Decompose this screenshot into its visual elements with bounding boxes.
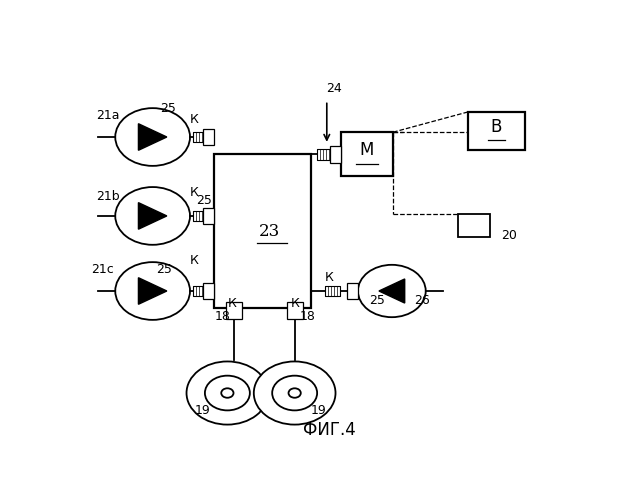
Circle shape — [115, 187, 190, 245]
Circle shape — [186, 362, 268, 424]
Circle shape — [115, 262, 190, 320]
Text: 19: 19 — [311, 404, 327, 417]
Bar — [458, 214, 490, 237]
Bar — [193, 286, 208, 296]
Text: 24: 24 — [327, 82, 342, 96]
Circle shape — [272, 376, 317, 410]
Text: 20: 20 — [501, 228, 517, 241]
Text: К: К — [228, 297, 237, 310]
Text: 26: 26 — [414, 294, 430, 307]
Text: 21a: 21a — [96, 110, 120, 122]
Bar — [203, 208, 213, 224]
Text: 19: 19 — [195, 404, 210, 417]
Circle shape — [358, 265, 426, 317]
Text: К: К — [190, 254, 199, 266]
Bar — [193, 132, 208, 142]
Text: 25: 25 — [159, 102, 176, 114]
Bar — [213, 154, 311, 308]
Bar — [203, 282, 213, 300]
Polygon shape — [138, 124, 167, 150]
Bar — [287, 302, 303, 318]
Polygon shape — [138, 202, 167, 229]
Text: 21c: 21c — [91, 264, 114, 276]
Polygon shape — [138, 278, 167, 304]
Bar — [468, 112, 525, 150]
Bar — [203, 128, 213, 146]
Polygon shape — [379, 279, 404, 303]
Text: ФИГ.4: ФИГ.4 — [303, 422, 356, 440]
Text: B: B — [491, 118, 502, 136]
Text: 21b: 21b — [96, 190, 120, 203]
Circle shape — [254, 362, 336, 424]
Bar — [325, 286, 340, 296]
Bar — [341, 132, 393, 176]
Text: К: К — [190, 186, 199, 200]
Bar — [347, 282, 358, 300]
Bar — [317, 149, 332, 160]
Circle shape — [115, 108, 190, 166]
Text: 18: 18 — [299, 310, 315, 322]
Text: К: К — [291, 297, 300, 310]
Bar — [226, 302, 242, 318]
Text: К: К — [190, 113, 199, 126]
Text: К: К — [325, 271, 334, 284]
Text: 23: 23 — [259, 223, 280, 240]
Bar — [193, 210, 208, 222]
Bar — [330, 146, 341, 162]
Circle shape — [289, 388, 301, 398]
Text: 25: 25 — [196, 194, 212, 207]
Text: 18: 18 — [215, 310, 230, 322]
Text: 25: 25 — [369, 294, 385, 307]
Circle shape — [221, 388, 233, 398]
Circle shape — [205, 376, 250, 410]
Text: M: M — [359, 142, 374, 160]
Text: 25: 25 — [156, 264, 172, 276]
